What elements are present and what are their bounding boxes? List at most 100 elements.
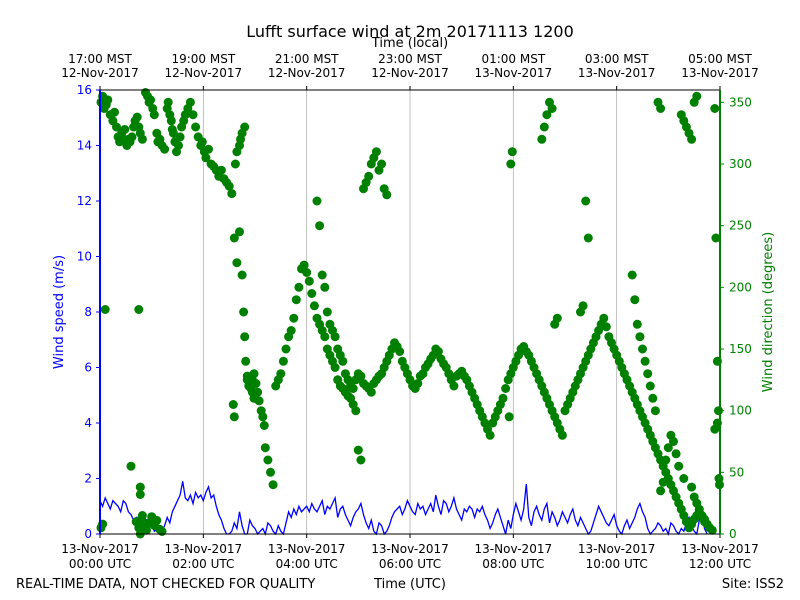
wind-direction-point <box>377 159 387 169</box>
wind-direction-point <box>229 412 239 422</box>
wind-direction-point <box>317 270 327 280</box>
bottom-tick-label-time: 04:00 UTC <box>276 557 338 571</box>
wind-speed-line <box>99 481 708 537</box>
wind-direction-point <box>135 482 145 492</box>
wind-direction-point <box>168 128 178 138</box>
wind-direction-point <box>645 381 655 391</box>
wind-direction-point <box>433 347 443 356</box>
wind-direction-point <box>700 517 709 527</box>
top-tick-label-date: 12-Nov-2017 <box>165 66 243 80</box>
wind-direction-point <box>320 332 330 342</box>
bottom-tick-label-time: 10:00 UTC <box>586 557 648 571</box>
wind-direction-point <box>638 344 647 354</box>
top-tick-label-time: 17:00 MST <box>68 52 132 66</box>
wind-direction-point <box>330 363 340 372</box>
wind-direction-point <box>330 332 340 342</box>
bottom-tick-label-date: 13-Nov-2017 <box>165 542 243 556</box>
left-tick-label: 2 <box>84 472 92 486</box>
wind-direction-point <box>281 344 291 354</box>
wind-direction-series <box>96 88 724 539</box>
wind-direction-point <box>149 110 159 120</box>
wind-direction-point <box>249 369 259 379</box>
wind-direction-point <box>707 525 717 535</box>
wind-direction-point <box>228 400 238 409</box>
wind-direction-point <box>286 326 296 335</box>
wind-direction-point <box>674 461 684 471</box>
right-tick-label: 350 <box>729 95 752 109</box>
wind-direction-point <box>449 381 459 391</box>
wind-direction-point <box>174 141 183 150</box>
left-tick-label: 4 <box>84 416 92 430</box>
wind-direction-point <box>581 196 591 206</box>
wind-direction-point <box>239 307 249 317</box>
wind-direction-point <box>320 282 330 292</box>
wind-direction-point <box>100 305 110 314</box>
wind-direction-point <box>692 91 702 101</box>
bottom-tick-label-date: 13-Nov-2017 <box>268 542 346 556</box>
wind-direction-point <box>338 356 348 366</box>
wind-direction-point <box>671 449 681 459</box>
wind-direction-point <box>152 515 162 525</box>
wind-direction-point <box>348 384 358 393</box>
wind-direction-point <box>126 461 136 471</box>
bottom-tick-label-date: 13-Nov-2017 <box>61 542 139 556</box>
wind-direction-point <box>650 406 660 416</box>
wind-direction-point <box>230 159 240 169</box>
wind-direction-point <box>542 110 552 120</box>
right-tick-label: 150 <box>729 342 752 356</box>
wind-direction-point <box>251 379 261 388</box>
wind-direction-point <box>304 276 314 286</box>
bottom-tick-label-date: 13-Nov-2017 <box>475 542 553 556</box>
wind-direction-point <box>648 393 658 403</box>
wind-direction-point <box>276 369 286 379</box>
wind-direction-point <box>216 165 226 175</box>
wind-direction-point <box>669 437 678 446</box>
right-tick-label: 250 <box>729 219 752 233</box>
right-tick-label: 100 <box>729 404 752 418</box>
bottom-tick-label-date: 13-Nov-2017 <box>578 542 656 556</box>
bottom-tick-label-date: 13-Nov-2017 <box>681 542 759 556</box>
wind-direction-point <box>291 295 301 305</box>
wind-direction-point <box>268 480 278 490</box>
wind-direction-point <box>710 104 720 113</box>
wind-direction-point <box>711 233 721 243</box>
left-tick-label: 16 <box>77 83 92 97</box>
wind-direction-point <box>539 122 549 132</box>
wind-direction-point <box>120 125 130 134</box>
wind-direction-point <box>237 270 247 280</box>
wind-direction-point <box>258 412 268 422</box>
wind-direction-point <box>278 356 288 366</box>
left-tick-label: 12 <box>77 194 92 208</box>
wind-direction-point <box>188 110 198 120</box>
top-tick-label-time: 01:00 MST <box>481 52 545 66</box>
wind-direction-point <box>110 107 119 117</box>
wind-direction-point <box>557 430 567 440</box>
wind-direction-point <box>137 511 147 520</box>
wind-direction-point <box>166 116 176 126</box>
wind-direction-point <box>191 122 201 132</box>
top-tick-label-date: 12-Nov-2017 <box>371 66 449 80</box>
top-tick-label-date: 13-Nov-2017 <box>475 66 553 80</box>
right-tick-label: 0 <box>729 527 737 541</box>
wind-direction-point <box>307 289 317 298</box>
wind-direction-point <box>640 356 650 366</box>
wind-direction-point <box>229 233 239 243</box>
right-tick-label: 200 <box>729 280 752 294</box>
bottom-tick-label-time: 12:00 UTC <box>689 557 751 571</box>
wind-direction-point <box>201 153 211 163</box>
left-axis-title: Wind speed (m/s) <box>52 255 67 369</box>
wind-direction-point <box>632 319 642 329</box>
top-tick-label-time: 19:00 MST <box>171 52 235 66</box>
right-tick-label: 50 <box>729 465 744 479</box>
wind-direction-point <box>537 134 547 144</box>
wind-direction-point <box>599 313 609 323</box>
top-tick-label-date: 12-Nov-2017 <box>61 66 139 80</box>
wind-direction-point <box>635 332 645 342</box>
wind-direction-point <box>224 181 234 191</box>
wind-direction-point <box>266 467 275 477</box>
bottom-tick-label-time: 02:00 UTC <box>172 557 234 571</box>
wind-direction-point <box>263 455 273 465</box>
bottom-tick-label-time: 00:00 UTC <box>69 557 131 571</box>
wind-direction-point <box>382 190 392 200</box>
